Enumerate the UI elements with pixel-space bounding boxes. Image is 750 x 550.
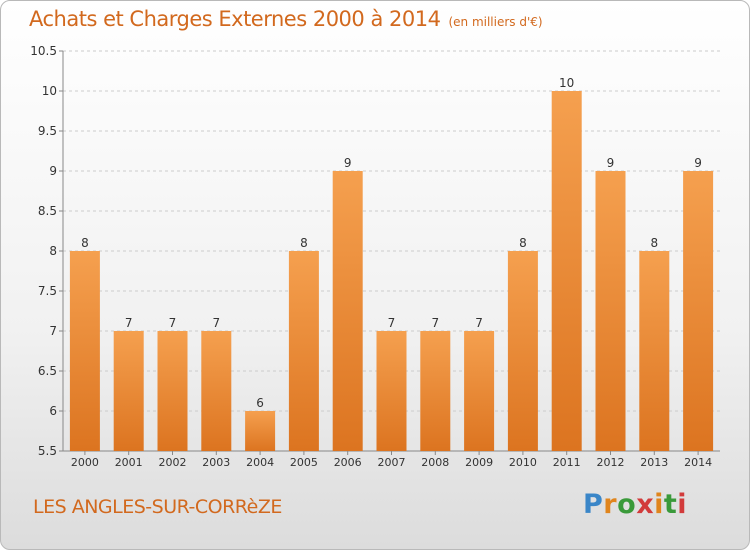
bar xyxy=(245,411,276,451)
bar xyxy=(376,331,407,451)
title-unit: (en milliers d'€) xyxy=(448,15,543,29)
data-label: 9 xyxy=(344,156,352,170)
bar xyxy=(595,171,626,451)
logo-letter: i xyxy=(654,489,664,520)
y-tick-label: 7 xyxy=(49,324,57,338)
title-text: Achats et Charges Externes 2000 à 2014 xyxy=(29,7,441,31)
data-label: 8 xyxy=(81,236,89,250)
x-tick-label: 2012 xyxy=(597,456,625,469)
bar xyxy=(507,251,538,451)
y-tick-label: 8 xyxy=(49,244,57,258)
x-tick-label: 2000 xyxy=(71,456,99,469)
data-label: 8 xyxy=(519,236,527,250)
data-label: 10 xyxy=(559,76,574,90)
data-label: 8 xyxy=(650,236,658,250)
bar xyxy=(113,331,144,451)
bar xyxy=(683,171,714,451)
chart-title: Achats et Charges Externes 2000 à 2014 (e… xyxy=(29,7,543,31)
y-tick-label: 6 xyxy=(49,404,57,418)
logo-letter: x xyxy=(636,489,655,520)
x-tick-label: 2002 xyxy=(159,456,187,469)
bar xyxy=(639,251,670,451)
y-tick-labels: 5.5 6 6.5 7 7.5 8 8.5 9 9.5 10 10.5 xyxy=(30,44,57,458)
y-tick-label: 10.5 xyxy=(30,44,57,58)
bar xyxy=(551,91,582,451)
y-tick-label: 9 xyxy=(49,164,57,178)
x-tick-label: 2001 xyxy=(115,456,143,469)
bar xyxy=(464,331,495,451)
bar xyxy=(201,331,232,451)
data-label: 9 xyxy=(607,156,615,170)
x-tick-label: 2003 xyxy=(202,456,230,469)
bars xyxy=(69,91,714,451)
data-label: 7 xyxy=(125,316,133,330)
data-label: 7 xyxy=(475,316,483,330)
y-tick-label: 5.5 xyxy=(38,444,57,458)
y-tick-label: 8.5 xyxy=(38,204,57,218)
bar xyxy=(69,251,100,451)
x-tick-label: 2007 xyxy=(378,456,406,469)
bar xyxy=(288,251,319,451)
data-label: 9 xyxy=(694,156,702,170)
logo-letter: i xyxy=(677,489,688,520)
y-tick-label: 10 xyxy=(42,84,57,98)
y-tick-label: 6.5 xyxy=(38,364,57,378)
x-tick-label: 2006 xyxy=(334,456,362,469)
logo-letter: t xyxy=(663,489,678,520)
x-tick-label: 2014 xyxy=(684,456,712,469)
x-tick-label: 2008 xyxy=(421,456,449,469)
bar xyxy=(157,331,188,451)
logo-letter: P xyxy=(583,489,604,520)
x-tick-label: 2005 xyxy=(290,456,318,469)
logo-letter: r xyxy=(603,489,618,520)
x-tick-label: 2013 xyxy=(640,456,668,469)
data-label: 8 xyxy=(300,236,308,250)
data-label: 7 xyxy=(388,316,396,330)
bar xyxy=(332,171,363,451)
bar xyxy=(420,331,451,451)
x-tick-label: 2009 xyxy=(465,456,493,469)
x-tick-labels: 2000 2001 2002 2003 2004 2005 2006 2007 2008 2009… xyxy=(71,451,712,469)
x-tick-label: 2004 xyxy=(246,456,274,469)
data-label: 7 xyxy=(431,316,439,330)
data-labels: 8 7 7 7 6 8 9 7 7 7 8 10 9 8 9 xyxy=(81,76,702,410)
data-label: 7 xyxy=(169,316,177,330)
commune-name: LES ANGLES-SUR-CORRèZE xyxy=(33,496,282,518)
data-label: 7 xyxy=(212,316,220,330)
proxiti-logo: Proxiti xyxy=(583,489,687,520)
x-tick-label: 2010 xyxy=(509,456,537,469)
y-tick-label: 7.5 xyxy=(38,284,57,298)
x-tick-label: 2011 xyxy=(553,456,581,469)
y-tick-label: 9.5 xyxy=(38,124,57,138)
data-label: 6 xyxy=(256,396,264,410)
logo-letter: o xyxy=(617,489,637,520)
